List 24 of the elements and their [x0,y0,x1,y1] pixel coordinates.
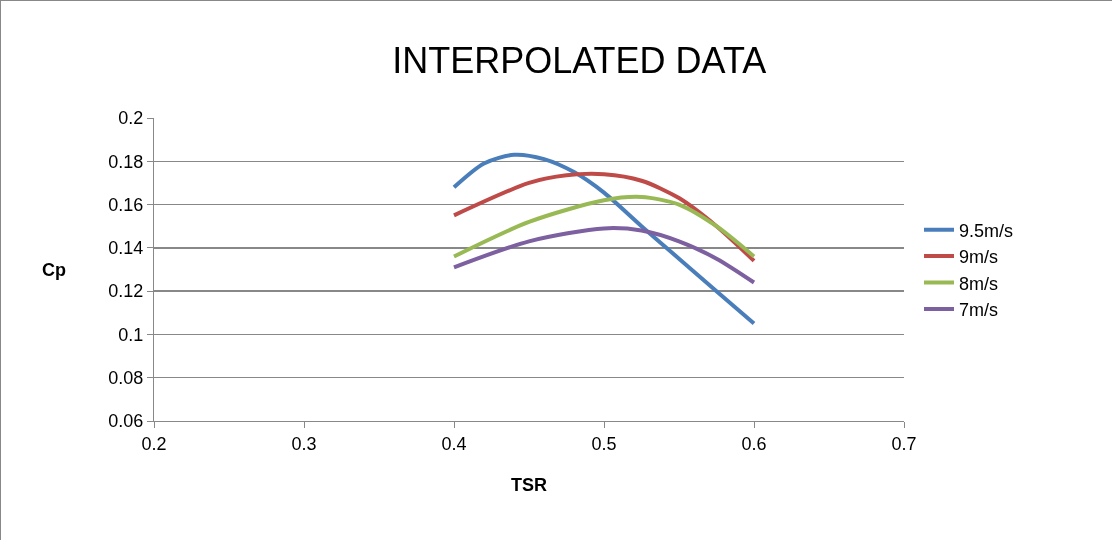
legend-label: 9.5m/s [959,220,1014,241]
y-tick-label: 0.18 [108,151,144,172]
legend-label: 9m/s [959,247,999,268]
legend-label: 8m/s [959,273,999,294]
chart-title: INTERPOLATED DATA [392,40,767,81]
x-tick-label: 0.7 [891,433,917,454]
y-tick-label: 0.06 [108,411,144,432]
x-tick-label: 0.6 [741,433,767,454]
x-tick-label: 0.4 [441,433,467,454]
legend-label: 7m/s [959,299,999,320]
y-tick-label: 0.2 [118,108,144,129]
y-tick-label: 0.14 [108,238,144,259]
y-tick-label: 0.08 [108,368,144,389]
y-tick-label: 0.1 [118,324,144,345]
y-tick-label: 0.12 [108,281,144,302]
x-tick-label: 0.3 [291,433,317,454]
y-axis-title: Cp [42,260,66,280]
x-tick-label: 0.5 [591,433,617,454]
line-series [452,194,756,259]
x-axis-title: TSR [511,474,547,495]
y-tick-label: 0.16 [108,194,144,215]
x-tick-label: 0.2 [141,433,167,454]
line-series [452,152,756,326]
line-series [452,226,756,285]
